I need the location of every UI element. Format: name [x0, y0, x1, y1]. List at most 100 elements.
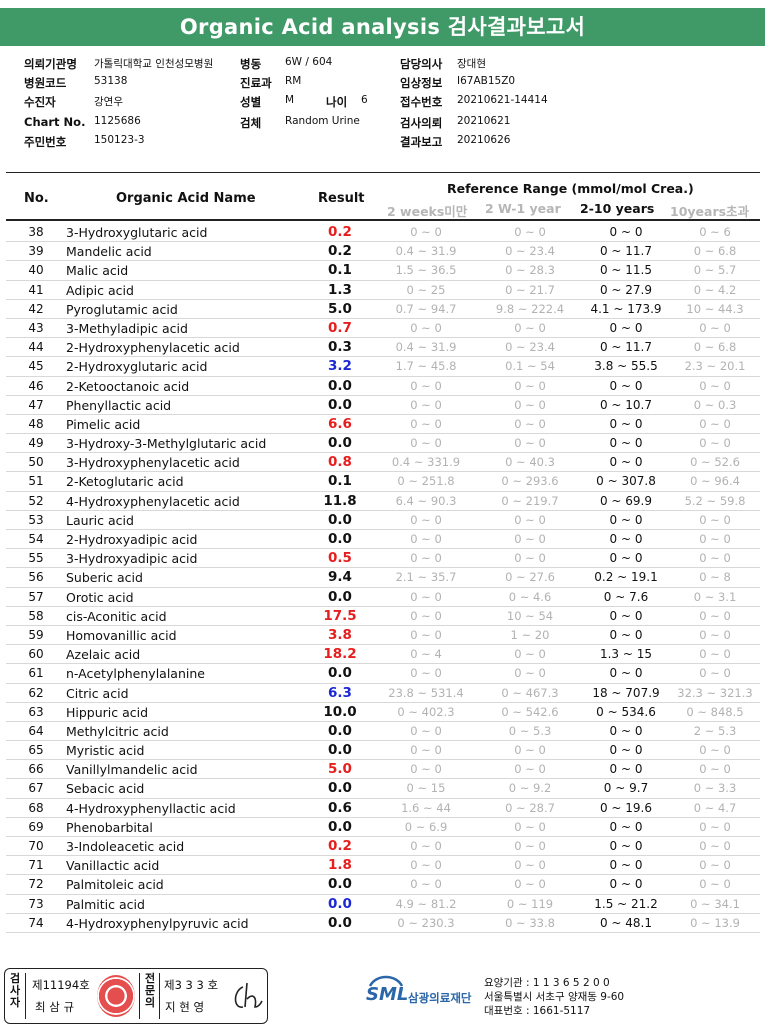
table-row: 45 2-Hydroxyglutaric acid 3.2 1.7 ~ 45.8 0.1…	[6, 357, 760, 377]
ref-10y: 0 ~ 34.1	[690, 896, 740, 911]
ref-10y: 10 ~ 44.3	[686, 301, 744, 316]
result-value: 0.8	[328, 454, 352, 471]
ref-2w-1y: 0 ~ 28.3	[505, 263, 555, 278]
report-footer: 검사자 제11194호 최 삼 규 전문의 제3 3 3 호 지 현 영 SML…	[0, 960, 765, 1032]
ref-2weeks: 1.7 ~ 45.8	[395, 359, 457, 374]
table-body: 38 3-Hydroxyglutaric acid 0.2 0 ~ 0 0 ~ 0 0 ~…	[6, 223, 760, 933]
ref-10y: 0 ~ 6.8	[693, 340, 737, 355]
ref-sub-2w-1y: 2 W-1 year	[485, 201, 561, 216]
ref-2weeks: 0 ~ 15	[406, 781, 446, 796]
ref-2-10y: 0 ~ 11.5	[599, 263, 653, 278]
ref-2-10y: 0 ~ 0	[609, 819, 643, 834]
clinical-label: 임상정보	[400, 76, 443, 90]
table-row: 46 2-Ketooctanoic acid 0.0 0 ~ 0 0 ~ 0 0 ~ 0 0…	[6, 377, 760, 396]
table-row: 51 2-Ketoglutaric acid 0.1 0 ~ 251.8 0 ~ 293…	[6, 472, 760, 492]
ref-2-10y: 0 ~ 11.7	[599, 244, 653, 259]
acid-name: Myristic acid	[66, 743, 145, 759]
acid-name: Azelaic acid	[66, 647, 141, 663]
hospital-value: 가톨릭대학교 인천성모병원	[94, 58, 214, 70]
ref-2weeks: 0 ~ 0	[410, 762, 442, 777]
acid-name: Suberic acid	[66, 570, 143, 586]
ref-2weeks: 0 ~ 0	[410, 858, 442, 873]
acid-name: Phenobarbital	[66, 819, 153, 835]
ref-2w-1y: 9.8 ~ 222.4	[495, 301, 565, 316]
request-label: 검사의뢰	[400, 116, 443, 130]
ref-2w-1y: 0 ~ 0	[514, 819, 546, 834]
ref-10y: 0 ~ 6.8	[693, 244, 737, 259]
doctor-value: 장대현	[457, 58, 486, 70]
ref-2weeks: 0 ~ 0	[410, 877, 442, 892]
request-value: 20210621	[457, 115, 511, 127]
row-number: 65	[28, 743, 44, 758]
acid-name: Sebacic acid	[66, 781, 145, 797]
acid-name: 2-Ketooctanoic acid	[66, 378, 190, 394]
row-number: 72	[28, 877, 44, 892]
ref-2weeks: 0 ~ 0	[410, 551, 442, 566]
ref-2weeks: 2.1 ~ 35.7	[395, 570, 457, 585]
ref-10y: 0 ~ 0	[699, 416, 731, 431]
ref-2w-1y: 0 ~ 21.7	[505, 282, 555, 297]
ref-10y: 0 ~ 0	[699, 532, 731, 546]
table-row: 57 Orotic acid 0.0 0 ~ 0 0 ~ 4.6 0 ~ 7.6 0 ~ 3…	[6, 588, 760, 607]
table-row: 74 4-Hydroxyphenylpyruvic acid 0.0 0 ~ 230.…	[6, 914, 760, 933]
ref-2-10y: 0 ~ 0	[609, 839, 643, 853]
ref-2weeks: 0 ~ 0	[410, 512, 442, 527]
table-row: 64 Methylcitric acid 0.0 0 ~ 0 0 ~ 5.3 0 ~ 0 2…	[6, 722, 760, 742]
row-number: 51	[28, 474, 44, 489]
row-number: 61	[28, 666, 44, 681]
acid-name: cis-Aconitic acid	[66, 608, 167, 624]
ref-10y: 0 ~ 0	[699, 762, 731, 777]
ref-2weeks: 0 ~ 0	[410, 532, 442, 546]
table-row: 38 3-Hydroxyglutaric acid 0.2 0 ~ 0 0 ~ 0 0 ~…	[6, 223, 760, 243]
hospital-code-label: 병원코드	[24, 76, 67, 90]
results-table: No. Organic Acid Name Result Reference R…	[6, 172, 760, 948]
result-value: 0.0	[328, 396, 352, 413]
ref-10y: 0 ~ 13.9	[690, 915, 740, 930]
result-value: 10.0	[323, 703, 357, 720]
row-number: 47	[28, 397, 44, 412]
ref-10y: 0 ~ 0	[699, 819, 731, 834]
ref-2weeks: 4.9 ~ 81.2	[395, 896, 457, 911]
acid-name: 2-Hydroxyglutaric acid	[66, 359, 208, 375]
ref-2w-1y: 0 ~ 0	[514, 532, 546, 546]
ref-2weeks: 0 ~ 0	[410, 839, 442, 853]
row-number: 53	[28, 512, 44, 527]
sml-logo: SML 삼광의료재단	[366, 974, 496, 1018]
table-header: No. Organic Acid Name Result Reference R…	[6, 173, 760, 221]
ward-value: 6W / 604	[285, 56, 333, 68]
row-number: 66	[28, 762, 44, 777]
row-number: 67	[28, 781, 44, 796]
divider	[139, 973, 140, 1019]
acid-name: 3-Hydroxyphenylacetic acid	[66, 455, 240, 471]
ref-2-10y: 0 ~ 0	[609, 743, 643, 758]
acid-name: 3-Methyladipic acid	[66, 320, 188, 336]
specimen-label: 검체	[240, 116, 262, 130]
ref-2weeks: 0 ~ 251.8	[397, 474, 455, 489]
result-value: 5.0	[328, 761, 352, 778]
ref-2-10y: 3.8 ~ 55.5	[594, 359, 658, 374]
ref-2-10y: 0 ~ 27.9	[599, 282, 653, 297]
table-row: 50 3-Hydroxyphenylacetic acid 0.8 0.4 ~ 331…	[6, 453, 760, 473]
idno-label: 주민번호	[24, 135, 67, 149]
row-number: 39	[28, 244, 44, 259]
ref-10y: 0 ~ 52.6	[690, 455, 740, 470]
table-row: 43 3-Methyladipic acid 0.7 0 ~ 0 0 ~ 0 0 ~ 0 0…	[6, 319, 760, 339]
ref-2weeks: 1.6 ~ 44	[401, 800, 451, 815]
table-row: 67 Sebacic acid 0.0 0 ~ 15 0 ~ 9.2 0 ~ 9.7 0 ~…	[6, 779, 760, 799]
result-value: 3.2	[328, 358, 352, 375]
table-row: 53 Lauric acid 0.0 0 ~ 0 0 ~ 0 0 ~ 0 0 ~ 0	[6, 511, 760, 530]
table-row: 72 Palmitoleic acid 0.0 0 ~ 0 0 ~ 0 0 ~ 0 0 ~ …	[6, 875, 760, 895]
signature-box: 검사자 제11194호 최 삼 규 전문의 제3 3 3 호 지 현 영	[4, 968, 268, 1024]
result-value: 9.4	[328, 569, 352, 586]
ref-2weeks: 0 ~ 0	[410, 416, 442, 431]
acid-name: Pimelic acid	[66, 416, 141, 432]
table-row: 71 Vanillactic acid 1.8 0 ~ 0 0 ~ 0 0 ~ 0 0 ~ …	[6, 856, 760, 876]
ref-2-10y: 1.5 ~ 21.2	[594, 896, 658, 911]
table-row: 48 Pimelic acid 6.6 0 ~ 0 0 ~ 0 0 ~ 0 0 ~ 0	[6, 415, 760, 435]
acid-name: Lauric acid	[66, 512, 134, 528]
ref-10y: 0 ~ 0	[699, 627, 731, 642]
acid-name: 4-Hydroxyphenylpyruvic acid	[66, 915, 249, 931]
ref-2w-1y: 0 ~ 0	[514, 877, 546, 892]
ref-10y: 0 ~ 3.3	[693, 781, 737, 796]
ref-2-10y: 0 ~ 0	[609, 512, 643, 527]
